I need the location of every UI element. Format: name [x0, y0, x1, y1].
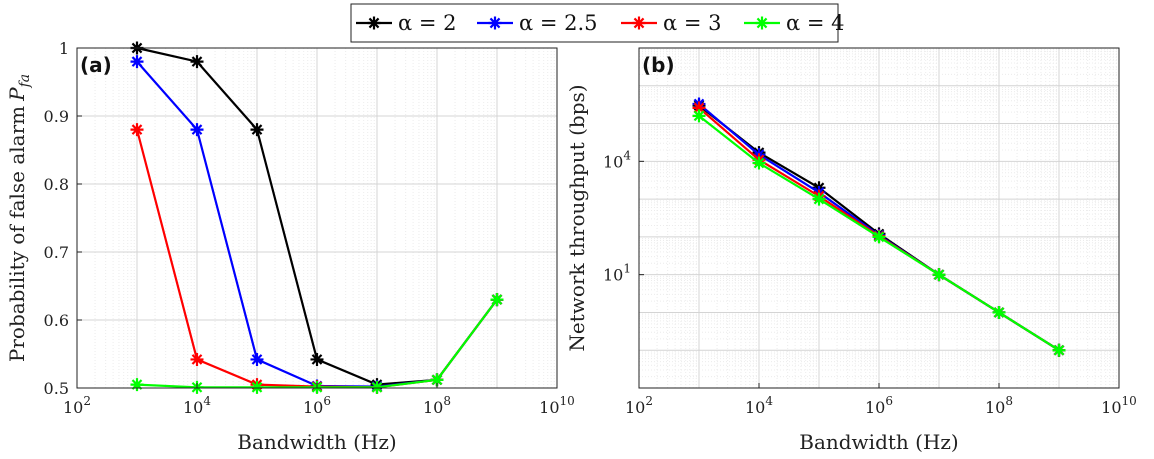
- y-axis-label-b: Network throughput (bps): [565, 84, 589, 351]
- data-point: [872, 230, 886, 244]
- x-tick-label: 1010: [1101, 394, 1137, 417]
- legend-marker: [367, 16, 381, 30]
- legend-marker: [755, 16, 769, 30]
- data-point: [190, 55, 204, 69]
- legend: α = 2 α = 2.5 α = 3 α = 4: [350, 3, 845, 43]
- legend-item: α = 3: [621, 11, 722, 35]
- ticks-b: 102 104 106 108 1010 101 104: [603, 148, 1137, 417]
- x-tick-label: 108: [423, 394, 451, 417]
- x-tick-label: 108: [985, 394, 1013, 417]
- data-point: [430, 373, 444, 387]
- data-point: [250, 380, 264, 394]
- x-tick-label: 104: [745, 394, 773, 417]
- data-point: [190, 352, 204, 366]
- legend-items: α = 2 α = 2.5 α = 3 α = 4: [356, 11, 845, 35]
- y-tick-label: 101: [603, 262, 631, 285]
- data-point: [1052, 343, 1066, 357]
- legend-marker: [632, 16, 646, 30]
- data-point: [992, 305, 1006, 319]
- legend-item: α = 4: [744, 11, 845, 35]
- data-point: [370, 380, 384, 394]
- y-tick-label: 0.9: [44, 107, 69, 126]
- y-tick-label: 0.6: [44, 311, 69, 330]
- ticks-a: 102 104 106 108 1010 0.5 0.6 0.7 0.8 0.9 1: [44, 39, 575, 417]
- y-axis-label-a: Probability of false alarmPfa: [5, 74, 33, 362]
- x-tick-label: 1010: [539, 394, 575, 417]
- legend-label: α = 4: [786, 11, 845, 35]
- x-tick-label: 102: [625, 394, 653, 417]
- panel-label-b: (b): [642, 53, 675, 77]
- legend-label: α = 2.5: [519, 11, 598, 35]
- x-tick-label: 106: [865, 394, 893, 417]
- data-point: [752, 156, 766, 170]
- y-tick-label: 104: [603, 148, 631, 171]
- data-point: [250, 352, 264, 366]
- legend-item: α = 2.5: [477, 11, 598, 35]
- panel-a: 102 104 106 108 1010 0.5 0.6 0.7 0.8 0.9 1 (a) Ban…: [5, 39, 575, 454]
- grid-b: [639, 48, 1119, 388]
- data-point: [310, 352, 324, 366]
- data-point: [692, 109, 706, 123]
- y-tick-label: 0.8: [44, 175, 69, 194]
- legend-label: α = 3: [663, 11, 722, 35]
- series-1-3: [692, 109, 1066, 357]
- data-point: [250, 123, 264, 137]
- legend-marker: [488, 16, 502, 30]
- data-point: [490, 293, 504, 307]
- x-axis-label-a: Bandwidth (Hz): [237, 430, 396, 454]
- x-tick-label: 106: [303, 394, 331, 417]
- x-axis-label-b: Bandwidth (Hz): [799, 430, 958, 454]
- y-tick-label: 0.5: [44, 379, 69, 398]
- data-point: [190, 123, 204, 137]
- x-tick-label: 102: [63, 394, 91, 417]
- data-point: [130, 378, 144, 392]
- data-point: [130, 55, 144, 69]
- legend-item: α = 2: [356, 11, 457, 35]
- data-point: [130, 123, 144, 137]
- legend-label: α = 2: [398, 11, 457, 35]
- data-point: [692, 101, 706, 115]
- panel-label-a: (a): [80, 53, 112, 77]
- panel-b: 102 104 106 108 1010 101 104 (b) Bandwidth (Hz…: [565, 47, 1137, 454]
- data-point: [812, 192, 826, 206]
- x-tick-label: 104: [183, 394, 211, 417]
- y-tick-label: 0.7: [44, 243, 69, 262]
- y-tick-label: 1: [59, 39, 69, 58]
- data-point: [932, 268, 946, 282]
- series-group-b: [692, 97, 1066, 357]
